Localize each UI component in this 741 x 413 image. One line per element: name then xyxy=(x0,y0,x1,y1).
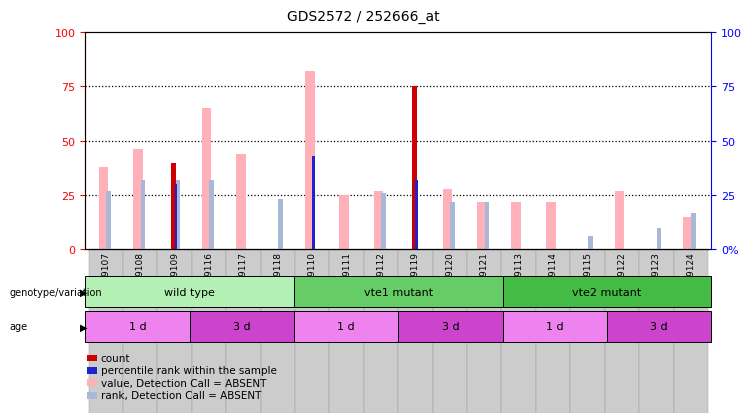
Text: ▶: ▶ xyxy=(80,287,87,297)
Bar xyxy=(99,168,108,250)
Bar xyxy=(190,311,294,342)
Bar xyxy=(106,191,111,250)
Text: genotype/variation: genotype/variation xyxy=(10,287,102,297)
Text: age: age xyxy=(10,321,27,332)
Text: 3 d: 3 d xyxy=(651,321,668,332)
Bar xyxy=(683,217,693,250)
Bar xyxy=(691,213,696,250)
Bar xyxy=(502,250,536,413)
Bar xyxy=(511,202,521,250)
Bar xyxy=(502,311,607,342)
Bar xyxy=(305,72,315,250)
Bar xyxy=(261,250,295,413)
Bar xyxy=(571,250,605,413)
Bar xyxy=(416,180,418,250)
Bar xyxy=(85,277,294,308)
Text: count: count xyxy=(101,353,130,363)
Text: 1 d: 1 d xyxy=(129,321,146,332)
Bar xyxy=(485,202,490,250)
Bar xyxy=(399,250,433,413)
Bar xyxy=(133,150,143,250)
Bar xyxy=(339,196,349,250)
Text: GDS2572 / 252666_at: GDS2572 / 252666_at xyxy=(287,10,439,24)
Bar xyxy=(236,154,246,250)
Bar xyxy=(588,237,593,250)
Bar xyxy=(175,180,180,250)
Bar xyxy=(536,250,571,413)
Text: 3 d: 3 d xyxy=(233,321,250,332)
Bar xyxy=(171,163,176,250)
Bar xyxy=(202,109,211,250)
Bar xyxy=(364,250,399,413)
Bar xyxy=(330,250,364,413)
Bar xyxy=(607,311,711,342)
Bar xyxy=(546,202,556,250)
Text: 1 d: 1 d xyxy=(337,321,355,332)
Bar xyxy=(605,250,639,413)
Bar xyxy=(175,185,177,250)
Bar xyxy=(192,250,226,413)
Bar xyxy=(657,228,662,250)
Bar xyxy=(141,180,145,250)
Text: ▶: ▶ xyxy=(80,321,87,332)
Text: vte1 mutant: vte1 mutant xyxy=(364,287,433,297)
Text: rank, Detection Call = ABSENT: rank, Detection Call = ABSENT xyxy=(101,390,261,400)
Bar xyxy=(412,87,416,250)
Bar xyxy=(467,250,502,413)
Text: percentile rank within the sample: percentile rank within the sample xyxy=(101,366,276,375)
Bar xyxy=(312,157,315,250)
Bar xyxy=(89,250,123,413)
Bar xyxy=(294,277,502,308)
Bar xyxy=(399,311,502,342)
Bar xyxy=(374,191,384,250)
Bar xyxy=(615,191,625,250)
Bar xyxy=(674,250,708,413)
Text: 1 d: 1 d xyxy=(546,321,564,332)
Text: value, Detection Call = ABSENT: value, Detection Call = ABSENT xyxy=(101,378,266,388)
Bar xyxy=(477,202,487,250)
Bar xyxy=(226,250,261,413)
Bar xyxy=(433,250,467,413)
Bar xyxy=(451,202,455,250)
Bar xyxy=(295,250,330,413)
Bar xyxy=(157,250,192,413)
Bar xyxy=(502,277,711,308)
Bar xyxy=(639,250,674,413)
Text: vte2 mutant: vte2 mutant xyxy=(572,287,642,297)
Bar xyxy=(294,311,398,342)
Bar xyxy=(123,250,157,413)
Bar xyxy=(85,311,190,342)
Bar xyxy=(278,200,283,250)
Text: 3 d: 3 d xyxy=(442,321,459,332)
Bar xyxy=(442,189,452,250)
Bar xyxy=(382,193,386,250)
Bar xyxy=(210,180,214,250)
Text: wild type: wild type xyxy=(165,287,215,297)
